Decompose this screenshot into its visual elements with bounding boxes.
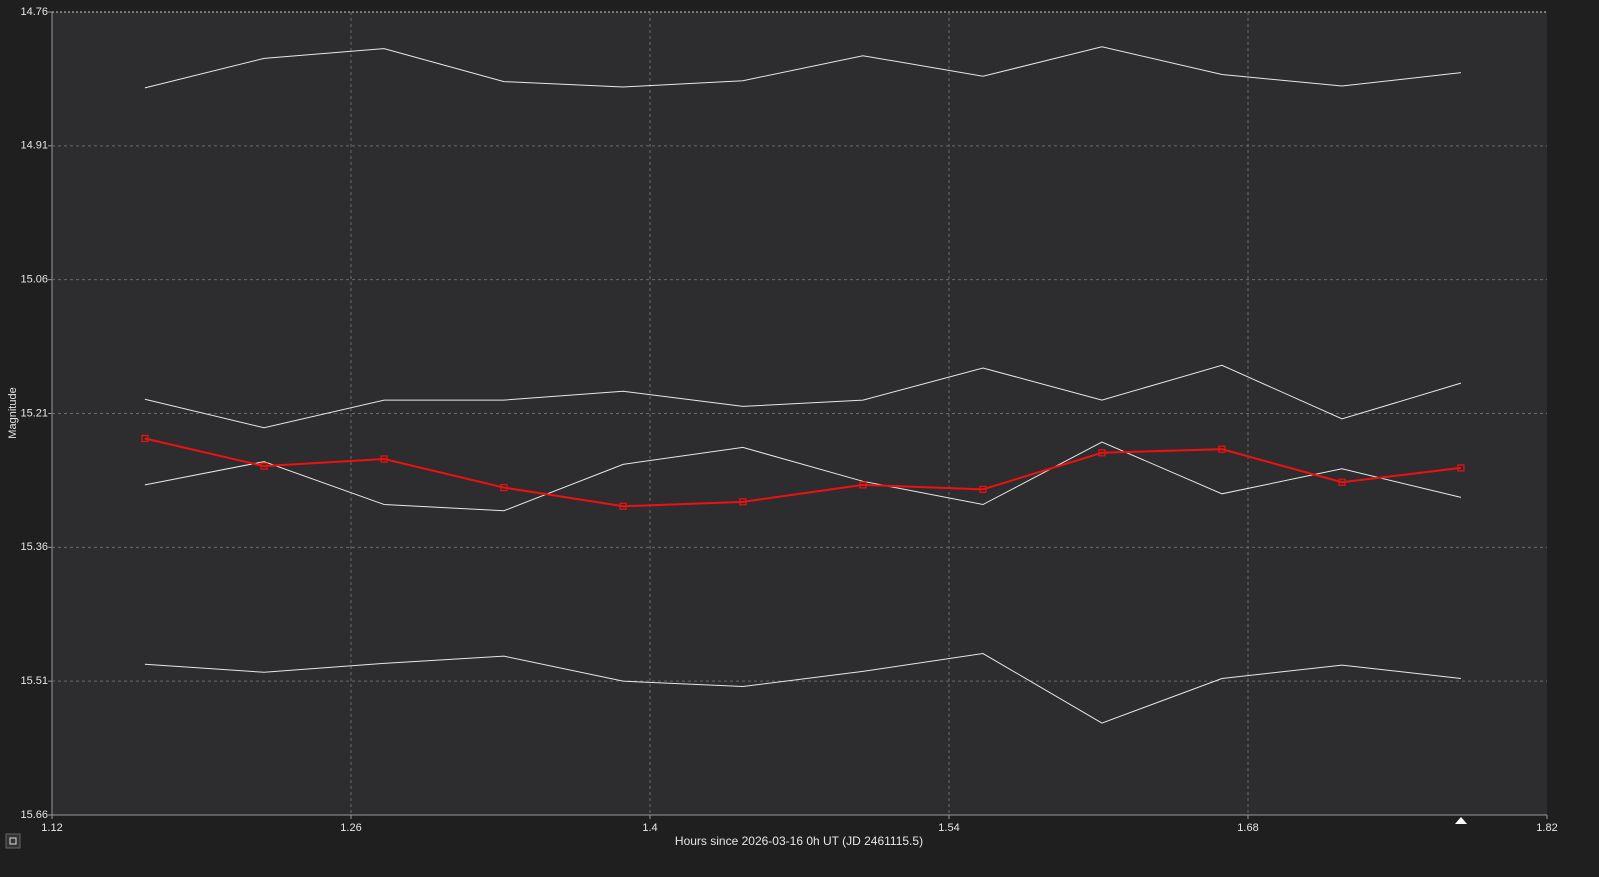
y-tick-label: 15.36 [20,541,48,553]
data-point [380,455,388,463]
data-point [1338,478,1346,486]
data-point [739,498,747,506]
x-tick-label: 1.54 [938,822,959,834]
series-line [144,437,1462,508]
data-point [979,485,987,493]
x-axis-label: Hours since 2026-03-16 0h UT (JD 2461115… [675,834,923,848]
data-point [260,462,268,470]
data-point [1218,445,1226,453]
y-tick-label: 14.91 [20,140,48,152]
data-point [1098,449,1106,457]
x-tick-label: 1.68 [1237,822,1258,834]
cursor-marker [1455,817,1467,824]
data-point [500,483,508,492]
data-point [141,434,149,443]
toolbar-button[interactable] [5,833,21,849]
data-point [859,481,867,489]
y-tick-label: 15.21 [20,407,48,419]
series-line [144,364,1462,429]
series-line [144,652,1461,724]
button-icon [9,837,17,845]
data-point [619,502,627,510]
x-tick-label: 1.82 [1536,822,1557,834]
x-tick-label: 1.12 [41,822,62,834]
y-tick-label: 15.66 [20,809,48,821]
x-tick-label: 1.26 [340,822,361,834]
y-axis-label: Magnitude [7,387,19,438]
y-tick-label: 15.51 [20,675,48,687]
y-tick-label: 15.06 [20,274,48,286]
plot-area [52,12,1547,815]
series-line [144,441,1462,512]
x-tick-label: 1.4 [642,822,657,834]
data-point [1457,464,1465,472]
y-tick-label: 14.76 [20,6,48,18]
series-line [144,46,1461,89]
